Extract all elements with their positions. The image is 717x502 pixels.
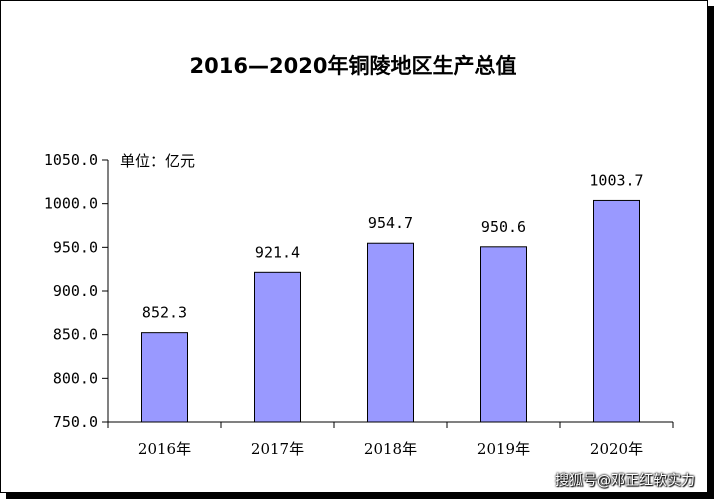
- chart-title: 2016—2020年铜陵地区生产总值: [189, 54, 517, 78]
- bar: [254, 271, 301, 423]
- unit-label: 单位：亿元: [120, 152, 196, 170]
- x-tick-label: 2018年: [364, 440, 417, 458]
- y-tick-label: 750.0: [53, 413, 98, 431]
- y-tick-label: 800.0: [53, 369, 98, 387]
- x-tick-label: 2020年: [590, 440, 643, 458]
- y-tick-label: 850.0: [53, 326, 98, 344]
- data-label: 852.3: [142, 304, 187, 322]
- x-tick-label: 2016年: [138, 440, 191, 458]
- x-axis-labels: 2016年 2017年 2018年 2019年 2020年: [107, 422, 674, 458]
- x-tick-label: 2019年: [477, 440, 530, 458]
- y-axis-ticks: 750.0 800.0 850.0 900.0 950.0 1000.0 1050.0: [44, 151, 108, 431]
- y-tick-label: 900.0: [53, 282, 98, 300]
- chart-frame: [0, 0, 708, 493]
- data-labels: 852.3 921.4 954.7 950.6 1003.7: [142, 171, 644, 321]
- data-label: 921.4: [255, 243, 300, 261]
- bar: [141, 332, 188, 423]
- bar: [367, 242, 414, 423]
- bars: [141, 199, 640, 423]
- x-tick-label: 2017年: [251, 440, 304, 458]
- data-label: 954.7: [368, 214, 413, 232]
- bar: [480, 246, 527, 423]
- watermark: 搜狐号@邓正红软实力: [555, 473, 695, 489]
- data-label: 950.6: [481, 218, 526, 236]
- bar: [593, 199, 640, 423]
- y-tick-label: 1000.0: [44, 195, 98, 213]
- y-tick-label: 1050.0: [44, 151, 98, 169]
- y-tick-label: 950.0: [53, 238, 98, 256]
- data-label: 1003.7: [589, 171, 643, 189]
